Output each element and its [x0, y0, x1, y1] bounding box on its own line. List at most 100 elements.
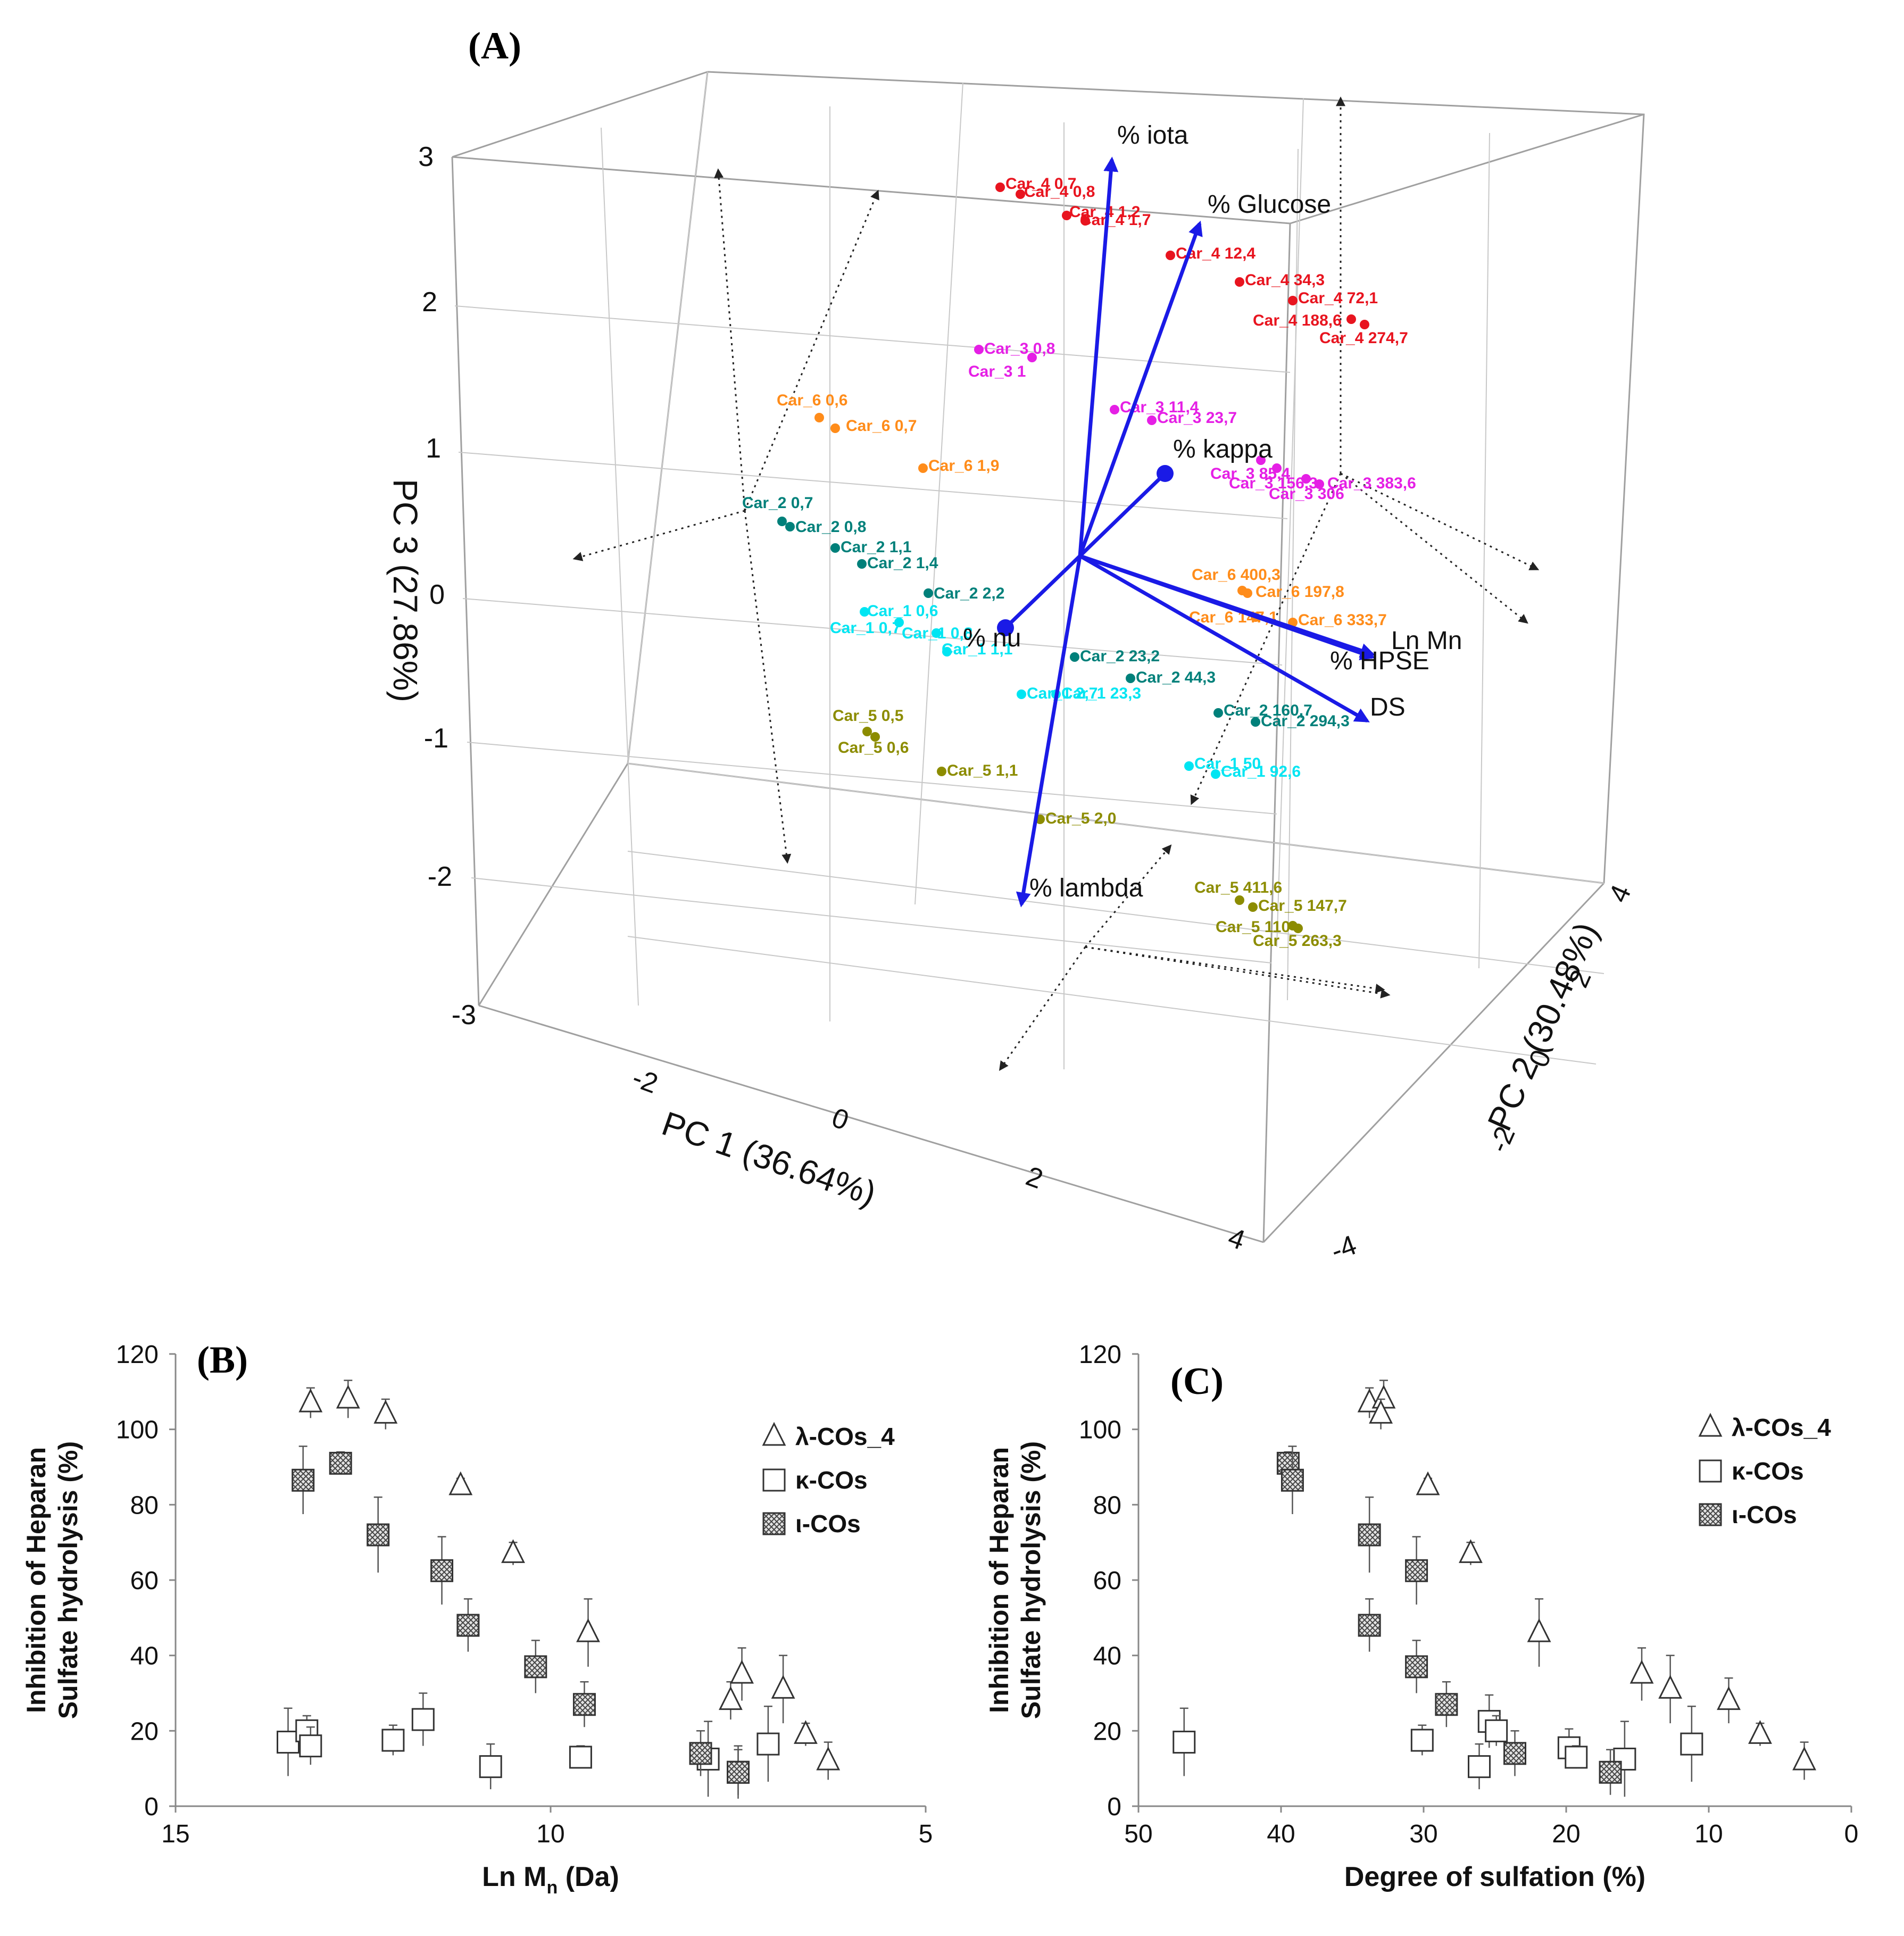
- data-point: [1243, 588, 1252, 598]
- data-point-label: Car_1 0,8: [902, 625, 972, 642]
- x-axis-label: Degree of sulfation (%): [1344, 1862, 1645, 1892]
- data-point: [727, 1749, 750, 1795]
- data-point: [1405, 1640, 1428, 1693]
- data-point: [1416, 1471, 1440, 1495]
- square-marker: [479, 1755, 502, 1779]
- data-point-label: Car_1 50: [1194, 755, 1261, 772]
- data-point: [862, 727, 872, 736]
- legend-item: κ-COs: [762, 1466, 868, 1494]
- data-point-label: Car_3 306: [1269, 485, 1344, 503]
- data-point: [448, 1471, 473, 1495]
- data-point: [336, 1380, 360, 1418]
- data-point: [894, 618, 904, 627]
- loading-arrow-head: [1157, 465, 1174, 482]
- legend-item: λ-COs_4: [1698, 1412, 1831, 1441]
- data-point-label: Car_6 0,7: [846, 417, 917, 435]
- data-point-label: Car_2 2,2: [934, 585, 1004, 602]
- data-point: [1213, 708, 1223, 718]
- data-point-label: Car_2 0,8: [795, 518, 866, 536]
- data-point: [1080, 216, 1090, 226]
- x-tick-label: 10: [536, 1820, 564, 1848]
- data-point: [1613, 1721, 1636, 1797]
- x-axis-label-tail: (Da): [558, 1862, 619, 1892]
- triangle-marker: [771, 1675, 795, 1699]
- data-point: [1211, 769, 1220, 779]
- y-tick-label: 60: [1093, 1567, 1121, 1595]
- legend-label: λ-COs_4: [1732, 1414, 1831, 1441]
- square-marker: [1468, 1755, 1491, 1779]
- legend-label: κ-COs: [1732, 1457, 1804, 1485]
- data-point: [1405, 1536, 1428, 1605]
- y-tick-label: 120: [116, 1341, 159, 1369]
- x-tick: 4: [1224, 1222, 1249, 1256]
- data-point-label: Car_5 110: [1216, 918, 1290, 936]
- data-point-label: Car_3 0,8: [984, 340, 1055, 358]
- data-point: [1358, 1496, 1381, 1573]
- square-marker: [411, 1708, 435, 1731]
- hatched-square-marker: [1405, 1655, 1428, 1679]
- loading-arrow-head: [997, 619, 1014, 636]
- data-point: [1147, 416, 1157, 425]
- data-point-label: Car_4 1,7: [1080, 211, 1151, 229]
- triangle-marker: [501, 1539, 525, 1563]
- panel-a-box: [451, 71, 1645, 1243]
- legend-item: ι-COs: [762, 1510, 861, 1538]
- data-point-label: Car_3 1: [968, 363, 1026, 380]
- data-point: [860, 607, 869, 617]
- panel-a-zlabel: PC 3 (27.86%): [386, 479, 425, 702]
- data-point: [1717, 1677, 1741, 1724]
- panel-b-label: (B): [197, 1339, 248, 1381]
- data-point: [830, 543, 840, 553]
- triangle-marker: [730, 1659, 754, 1684]
- data-point: [1599, 1749, 1622, 1795]
- legend-label: κ-COs: [795, 1466, 868, 1494]
- hatched-square-marker: [727, 1760, 750, 1784]
- data-point: [1062, 211, 1071, 220]
- x-tick-label: 40: [1267, 1820, 1295, 1848]
- x-axis-label-sub: n: [546, 1877, 558, 1898]
- data-point: [524, 1640, 547, 1693]
- data-point-label: Car_1 1,1: [942, 641, 1012, 658]
- data-point: [937, 767, 946, 776]
- x-tick-label: 50: [1124, 1820, 1152, 1848]
- panel-a-gridlines: [454, 71, 1604, 1069]
- data-point-label: Car_5 0,6: [838, 739, 909, 757]
- triangle-marker: [298, 1388, 323, 1412]
- hatched-square-marker: [1435, 1693, 1458, 1716]
- data-point-label: Car_6 0,6: [777, 392, 847, 409]
- data-point-label: Car_4 0,7: [1005, 175, 1076, 193]
- data-point: [1565, 1745, 1588, 1769]
- square-marker: [569, 1746, 592, 1769]
- data-point: [1110, 405, 1119, 414]
- data-point: [1629, 1647, 1654, 1701]
- data-point: [785, 522, 795, 531]
- triangle-marker: [448, 1471, 473, 1495]
- data-point-label: Car_4 274,7: [1319, 329, 1408, 347]
- hatched-square-marker: [456, 1614, 480, 1637]
- y-tick-label: 0: [1107, 1793, 1121, 1821]
- data-point: [298, 1387, 323, 1418]
- data-point: [1256, 455, 1266, 465]
- panel-a-loadings: % iota % Glucose % kappa % nu Ln Mn% HPSE DS%…: [963, 121, 1462, 908]
- data-point-label: Car_4 34,3: [1245, 271, 1325, 289]
- data-point-label: Car_4 188,6: [1253, 312, 1342, 329]
- hatched-square-marker: [572, 1693, 596, 1716]
- data-point: [777, 517, 787, 526]
- data-point-label: Car_5 147,7: [1258, 897, 1347, 915]
- data-point: [1315, 479, 1324, 489]
- data-point: [430, 1536, 454, 1605]
- data-point-label: Car_1 2,7: [1027, 685, 1097, 702]
- data-point: [1235, 277, 1244, 287]
- data-point-label: Car_6 1,9: [928, 457, 999, 475]
- triangle-marker: [1717, 1686, 1741, 1710]
- loading-arrow: [1004, 554, 1082, 629]
- data-point-label: Car_4 1,2: [1069, 203, 1140, 221]
- triangle-marker: [576, 1618, 600, 1642]
- legend-item: λ-COs_4: [762, 1422, 895, 1450]
- data-point: [479, 1743, 502, 1790]
- data-point: [918, 463, 928, 473]
- panel-a-projection-arrows: [572, 96, 1540, 1071]
- z-tick: 3: [418, 142, 434, 172]
- x-tick: 0: [828, 1102, 853, 1136]
